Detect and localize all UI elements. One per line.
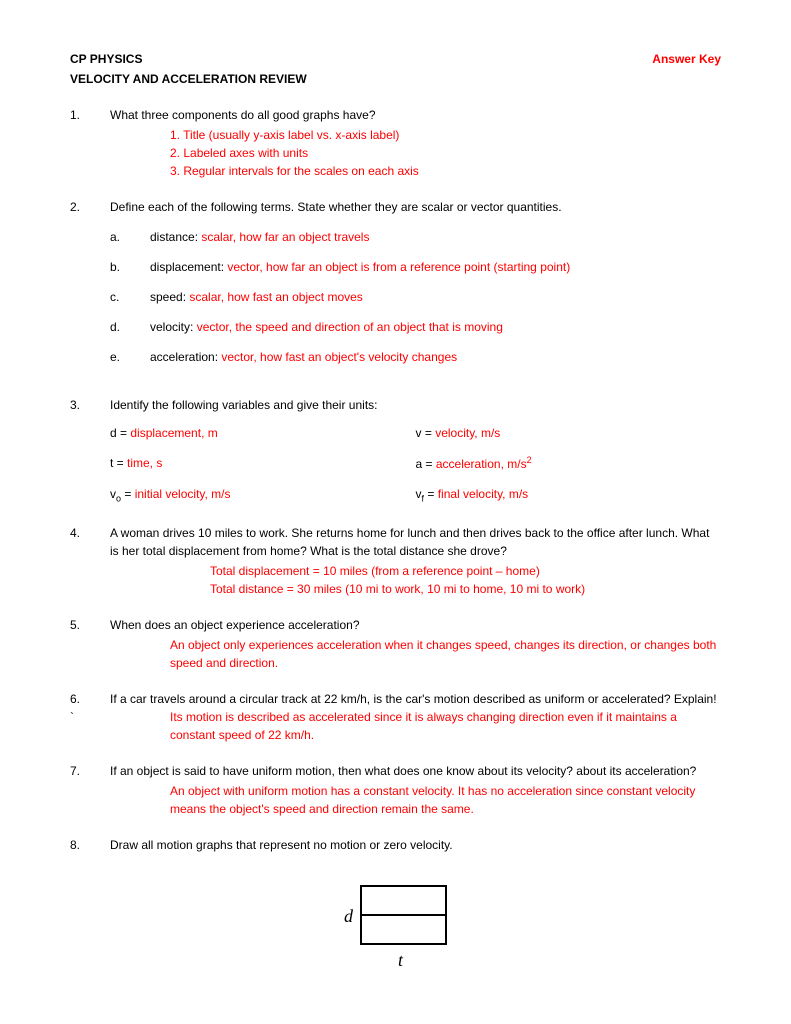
var-label: t = (110, 456, 127, 470)
var-label: d = (110, 426, 130, 440)
answer-line: Total displacement = 10 miles (from a re… (210, 562, 721, 580)
x-axis-label: t (398, 950, 404, 970)
question-text: Identify the following variables and giv… (110, 396, 721, 414)
question-text: Draw all motion graphs that represent no… (110, 836, 721, 854)
answer-line: 1. Title (usually y-axis label vs. x-axi… (170, 126, 721, 144)
question-number: 7. (70, 762, 110, 818)
answer-line: Its motion is described as accelerated s… (170, 708, 721, 744)
sub-letter: c. (110, 288, 150, 306)
var-label: vf = (416, 487, 438, 501)
question-text: If an object is said to have uniform mot… (110, 762, 721, 780)
question-8: 8. Draw all motion graphs that represent… (70, 836, 721, 854)
sub-item-b: b. displacement: vector, how far an obje… (110, 258, 721, 276)
question-number: 3. (70, 396, 110, 506)
answer-key-label: Answer Key (652, 50, 721, 68)
answer-line: 3. Regular intervals for the scales on e… (170, 162, 721, 180)
answer-line: 2. Labeled axes with units (170, 144, 721, 162)
question-6: 6. If a car travels around a circular tr… (70, 690, 721, 744)
question-text: What three components do all good graphs… (110, 106, 721, 124)
sub-item-c: c. speed: scalar, how fast an object mov… (110, 288, 721, 306)
question-text: When does an object experience accelerat… (110, 616, 721, 634)
var-answer: time, s (127, 456, 162, 470)
question-number: 2. (70, 198, 110, 378)
page-subtitle: VELOCITY AND ACCELERATION REVIEW (70, 70, 721, 88)
variable-grid: d = displacement, m v = velocity, m/s t … (110, 424, 721, 506)
question-5: 5. When does an object experience accele… (70, 616, 721, 672)
graph-svg: d t (326, 874, 466, 974)
question-1: 1. What three components do all good gra… (70, 106, 721, 180)
question-text: Define each of the following terms. Stat… (110, 198, 721, 216)
term-label: speed: (150, 290, 189, 304)
question-7: 7. If an object is said to have uniform … (70, 762, 721, 818)
sub-letter: b. (110, 258, 150, 276)
course-title: CP PHYSICS (70, 50, 142, 68)
question-number: 5. (70, 616, 110, 672)
var-answer: initial velocity, m/s (135, 487, 231, 501)
var-label: vo = (110, 487, 135, 501)
page-header: CP PHYSICS Answer Key (70, 50, 721, 68)
term-label: acceleration: (150, 350, 221, 364)
answer-line: An object only experiences acceleration … (170, 636, 721, 672)
question-2: 2. Define each of the following terms. S… (70, 198, 721, 378)
question-text: If a car travels around a circular track… (110, 690, 721, 708)
sub-letter: a. (110, 228, 150, 246)
sub-item-a: a. distance: scalar, how far an object t… (110, 228, 721, 246)
question-3: 3. Identify the following variables and … (70, 396, 721, 506)
y-axis-label: d (344, 906, 354, 926)
answer-line: Total distance = 30 miles (10 mi to work… (210, 580, 721, 598)
sub-item-d: d. velocity: vector, the speed and direc… (110, 318, 721, 336)
term-label: velocity: (150, 320, 197, 334)
var-answer: displacement, m (130, 426, 217, 440)
question-number: 8. (70, 836, 110, 854)
term-label: displacement: (150, 260, 227, 274)
question-text: A woman drives 10 miles to work. She ret… (110, 524, 721, 560)
sub-letter: d. (110, 318, 150, 336)
var-label: v = (416, 426, 436, 440)
term-label: distance: (150, 230, 201, 244)
var-label: a = (416, 457, 436, 471)
sub-letter: e. (110, 348, 150, 366)
sub-item-e: e. acceleration: vector, how fast an obj… (110, 348, 721, 366)
term-answer: vector, how fast an object's velocity ch… (221, 350, 457, 364)
question-number: 1. (70, 106, 110, 180)
var-answer: acceleration, m/s2 (436, 457, 532, 471)
term-answer: scalar, how fast an object moves (189, 290, 362, 304)
term-answer: vector, how far an object is from a refe… (227, 260, 570, 274)
motion-graph: d t (70, 874, 721, 974)
term-answer: vector, the speed and direction of an ob… (197, 320, 503, 334)
var-answer: velocity, m/s (435, 426, 500, 440)
tick-mark: ` (70, 708, 130, 726)
answer-line: An object with uniform motion has a cons… (170, 782, 721, 818)
question-4: 4. A woman drives 10 miles to work. She … (70, 524, 721, 598)
question-number: 4. (70, 524, 110, 598)
var-answer: final velocity, m/s (438, 487, 528, 501)
term-answer: scalar, how far an object travels (201, 230, 369, 244)
